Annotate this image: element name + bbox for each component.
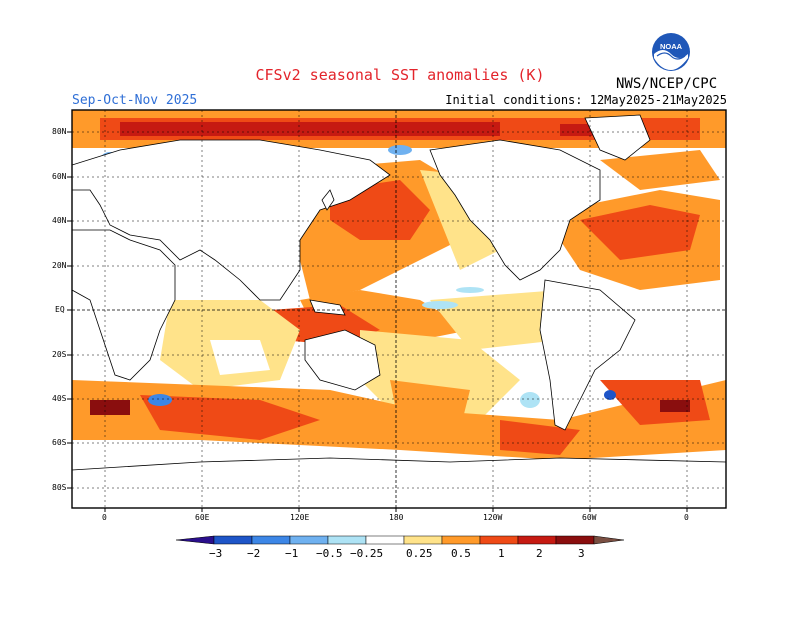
lat-label-80s: 80S (52, 483, 67, 492)
lon-label-60w: 60W (582, 513, 597, 522)
colorbar-label: 0.25 (406, 547, 433, 560)
colorbar-bin (365, 535, 405, 545)
colorbar-bin (479, 535, 519, 545)
noaa-logo-icon: NOAA (652, 33, 690, 71)
lat-label-20n: 20N (52, 261, 67, 270)
lon-label-60e: 60E (195, 513, 210, 522)
colorbar-label: −0.5 (316, 547, 343, 560)
season-label: Sep-Oct-Nov 2025 (72, 93, 198, 108)
lon-label-180: 180 (389, 513, 404, 522)
svg-text:NOAA: NOAA (660, 42, 683, 51)
lat-label-40s: 40S (52, 394, 67, 403)
colorbar-label: −3 (209, 547, 223, 560)
colorbar-bin (213, 535, 253, 545)
colorbar (175, 535, 625, 545)
colorbar-label: −0.25 (350, 547, 384, 560)
colorbar-label: −1 (285, 547, 299, 560)
colorbar-bin (441, 535, 481, 545)
lat-label-80n: 80N (52, 127, 67, 136)
colorbar-lower-arrow (175, 535, 215, 545)
colorbar-bin (251, 535, 291, 545)
colorbar-upper-arrow (593, 535, 625, 545)
lat-label-eq: EQ (55, 305, 65, 314)
colorbar-label: 0.5 (451, 547, 471, 560)
lon-label-120w: 120W (483, 513, 503, 522)
lat-label-60n: 60N (52, 172, 67, 181)
colorbar-bin (327, 535, 367, 545)
credit-label: NWS/NCEP/CPC (616, 76, 718, 92)
colorbar-bin (403, 535, 443, 545)
map-frame (71, 109, 727, 509)
colorbar-label: 2 (536, 547, 543, 560)
continents (72, 114, 726, 508)
colorbar-label: 1 (498, 547, 505, 560)
lat-label-20s: 20S (52, 350, 67, 359)
lat-label-60s: 60S (52, 438, 67, 447)
colorbar-label: 3 (578, 547, 585, 560)
initial-conditions-label: Initial conditions: 12May2025-21May2025 (445, 93, 727, 107)
colorbar-label: −2 (247, 547, 261, 560)
lon-label-0-left: 0 (102, 513, 107, 522)
colorbar-bin (517, 535, 557, 545)
axis-ticks (67, 131, 688, 512)
lat-label-40n: 40N (52, 216, 67, 225)
lon-label-0-right: 0 (684, 513, 689, 522)
colorbar-bin (555, 535, 595, 545)
colorbar-bin (289, 535, 329, 545)
chart-title: CFSv2 seasonal SST anomalies (K) (255, 66, 545, 84)
lat-lon-grid (72, 110, 726, 508)
lon-label-120e: 120E (290, 513, 310, 522)
